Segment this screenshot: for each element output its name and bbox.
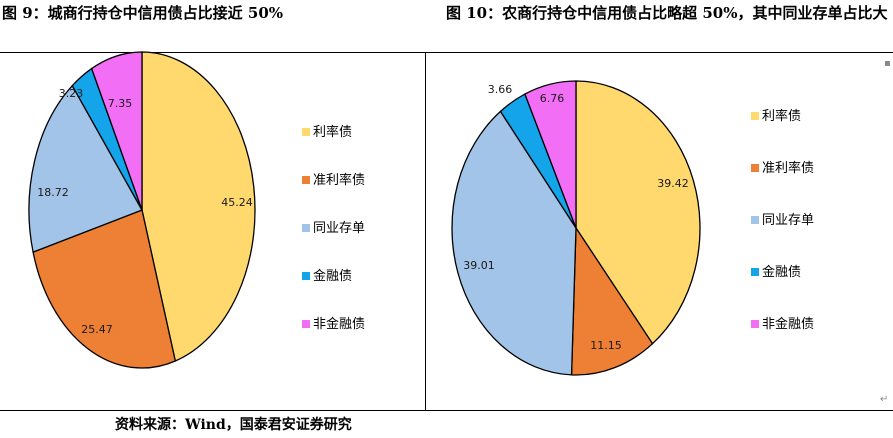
legend-swatch xyxy=(751,267,759,276)
legend-swatch xyxy=(302,175,310,184)
format-mark-icon: ▪ xyxy=(884,58,891,69)
legend-item-left-financial-bonds: 金融债 xyxy=(302,269,352,285)
bottom-rule xyxy=(0,410,893,411)
data-label-left-financial-bonds: 3.23 xyxy=(59,87,84,100)
top-rule xyxy=(0,52,893,53)
data-label-left-quasi-rate-bonds: 25.47 xyxy=(81,323,113,336)
data-label-left-ncd: 18.72 xyxy=(37,186,69,199)
chart-panel-left: 45.24 25.47 18.72 3.23 7.35 利率债准利率债同业存单金融债非金… xyxy=(0,51,424,410)
source-note: 资料来源：Wind，国泰君安证券研究 xyxy=(115,417,352,433)
data-label-left-rate-bonds: 45.24 xyxy=(221,196,253,209)
pie-slice-left-ncd xyxy=(28,84,143,254)
data-label-left-non-financial-bonds: 7.35 xyxy=(108,97,133,110)
pie-slice-right-rate-bonds xyxy=(575,80,701,345)
data-label-right-rate-bonds: 39.42 xyxy=(657,177,689,190)
legend-label: 金融债 xyxy=(313,269,353,284)
legend-item-left-non-financial-bonds: 非金融债 xyxy=(302,317,365,333)
figure-10-title: 图 10：农商行持仓中信用债占比略超 50%，其中同业存单占比大 xyxy=(446,4,888,22)
legend-item-right-financial-bonds: 金融债 xyxy=(751,265,801,281)
legend-item-right-non-financial-bonds: 非金融债 xyxy=(751,317,814,333)
pie-chart-right: 39.42 11.15 39.01 3.66 6.76 xyxy=(451,80,701,376)
legend-swatch xyxy=(751,111,759,120)
chart-panel-right: 39.42 11.15 39.01 3.66 6.76 利率债准利率债同业存单金融债非金… xyxy=(426,53,893,410)
legend-label: 同业存单 xyxy=(762,213,815,228)
legend-label: 利率债 xyxy=(313,125,353,140)
legend-label: 准利率债 xyxy=(313,173,366,188)
legend-item-left-ncd: 同业存单 xyxy=(302,221,365,237)
pie-slice-right-quasi-rate-bonds xyxy=(570,225,654,376)
pie-slice-right-non-financial-bonds xyxy=(524,80,577,229)
data-label-right-ncd: 39.01 xyxy=(463,259,495,272)
legend-swatch xyxy=(751,163,759,172)
pie-slice-left-quasi-rate-bonds xyxy=(32,209,177,369)
pie-slice-right-ncd xyxy=(451,110,577,376)
legend-label: 同业存单 xyxy=(313,221,366,236)
panel-divider xyxy=(425,52,426,411)
pie-slice-left-rate-bonds xyxy=(141,51,256,362)
pie-chart-left: 45.24 25.47 18.72 3.23 7.35 xyxy=(28,51,256,369)
legend-swatch xyxy=(302,223,310,232)
legend-swatch xyxy=(302,319,310,328)
data-label-right-financial-bonds: 3.66 xyxy=(488,83,513,96)
legend-item-right-ncd: 同业存单 xyxy=(751,213,814,229)
legend-item-right-rate-bonds: 利率债 xyxy=(751,109,801,125)
return-mark-icon: ↵ xyxy=(880,394,889,405)
legend-swatch xyxy=(302,127,310,136)
legend-item-left-quasi-rate-bonds: 准利率债 xyxy=(302,173,365,189)
legend-label: 利率债 xyxy=(762,109,802,124)
legend-swatch xyxy=(302,271,310,280)
legend-label: 非金融债 xyxy=(313,317,366,332)
data-label-right-non-financial-bonds: 6.76 xyxy=(540,92,565,105)
legend-swatch xyxy=(751,319,759,328)
legend-swatch xyxy=(751,215,759,224)
legend-label: 非金融债 xyxy=(762,317,815,332)
pie-slice-left-non-financial-bonds xyxy=(90,51,143,211)
legend-label: 准利率债 xyxy=(762,161,815,176)
legend-label: 金融债 xyxy=(762,265,802,280)
legend-item-left-rate-bonds: 利率债 xyxy=(302,125,352,141)
legend-item-right-quasi-rate-bonds: 准利率债 xyxy=(751,161,814,177)
data-label-right-quasi-rate-bonds: 11.15 xyxy=(590,339,622,352)
figure-9-title: 图 9：城商行持仓中信用债占比接近 50% xyxy=(2,4,284,22)
